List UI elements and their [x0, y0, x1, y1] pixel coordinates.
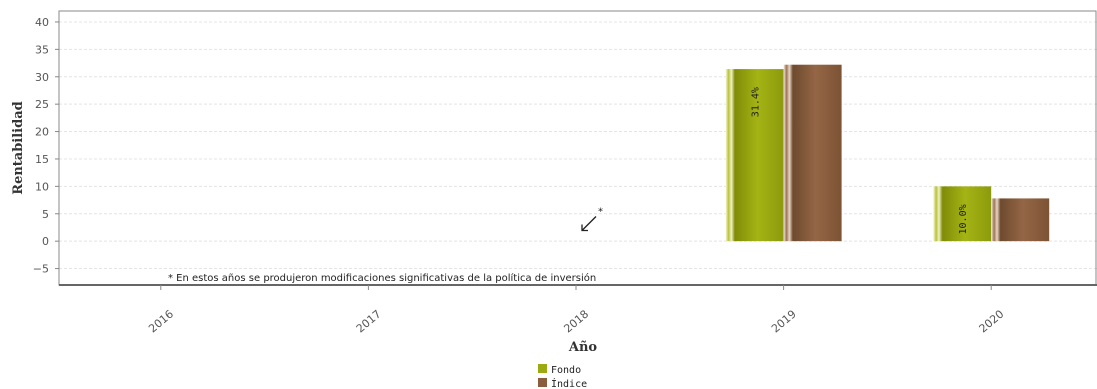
annotation-arrowhead: [581, 224, 588, 232]
y-tick-label: 40: [35, 16, 49, 29]
legend-swatch-0: [538, 364, 547, 373]
footnote: * En estos años se produjeron modificaci…: [168, 272, 596, 284]
bar-data-label: 31.4%: [751, 87, 762, 117]
x-tick-label: 2018: [561, 307, 591, 335]
bar-ndice-2019: [783, 64, 842, 242]
y-tick-label: 10: [35, 180, 49, 193]
y-tick-label: 0: [42, 235, 49, 248]
y-tick-label: 15: [35, 153, 49, 166]
bar-data-label: 10.0%: [958, 204, 969, 234]
y-tick-label: 35: [35, 43, 49, 56]
x-tick-label: 2020: [977, 307, 1007, 335]
labels: −5 0 5 10 15 20 25 30 35 40 2016 2017 2018 2019 2020 Re…: [11, 16, 1006, 355]
y-axis-title: Rentabilidad: [11, 101, 26, 194]
x-tick-label: 2019: [769, 307, 799, 335]
legend-label-1: Índice: [551, 377, 587, 389]
bars: [725, 64, 1050, 242]
bar-ndice-2020: [991, 198, 1050, 242]
bar-fondo-2020: [933, 186, 992, 242]
x-axis-title: Año: [568, 340, 598, 355]
axes: [55, 10, 1097, 290]
legend-label-0: Fondo: [551, 365, 581, 376]
legend-swatch-1: [538, 378, 547, 387]
y-tick-label: 30: [35, 71, 49, 84]
annotation-arrow: [581, 216, 597, 231]
plot-frame: [58, 10, 1097, 286]
y-tick-label: 25: [35, 98, 49, 111]
y-tick-label: 5: [42, 208, 49, 221]
grid-lines: [59, 21, 1097, 270]
bar-fondo-2019: [725, 69, 784, 242]
y-tick-label: 20: [35, 126, 49, 139]
annotation-marker: *: [598, 207, 603, 218]
x-tick-label: 2016: [146, 307, 176, 335]
x-tick-label: 2017: [354, 307, 384, 335]
y-tick-label: −5: [33, 263, 49, 276]
